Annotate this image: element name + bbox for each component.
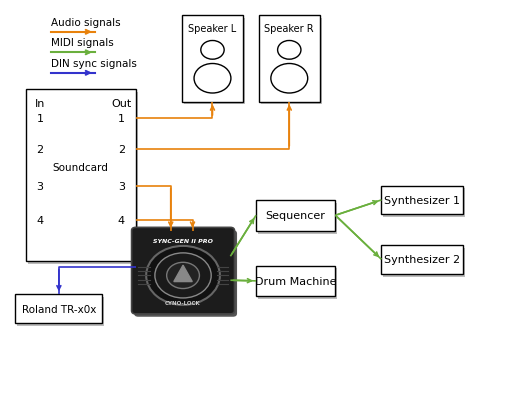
Bar [258, 203, 337, 234]
Bar [28, 93, 138, 265]
Bar [383, 189, 465, 218]
Text: 4: 4 [36, 216, 44, 226]
Circle shape [167, 263, 200, 289]
Text: Speaker R: Speaker R [265, 24, 314, 34]
Text: Drum Machine: Drum Machine [255, 276, 336, 286]
Bar [17, 297, 104, 326]
Text: Synthesizer 1: Synthesizer 1 [385, 196, 460, 205]
Text: MIDI signals: MIDI signals [51, 38, 114, 48]
Circle shape [155, 253, 211, 298]
Bar [184, 19, 245, 105]
Bar [381, 186, 463, 215]
Text: CYNO-LOCK: CYNO-LOCK [165, 300, 201, 305]
Text: 2: 2 [36, 144, 44, 154]
Text: Sequencer: Sequencer [266, 211, 326, 221]
Polygon shape [174, 265, 193, 282]
Text: Speaker L: Speaker L [188, 24, 237, 34]
Bar [26, 90, 136, 262]
Text: DIN sync signals: DIN sync signals [51, 58, 137, 68]
Text: 4: 4 [118, 216, 125, 226]
Text: 2: 2 [118, 144, 125, 154]
Circle shape [278, 41, 301, 60]
Text: 3: 3 [36, 181, 44, 191]
Circle shape [146, 246, 220, 305]
Bar [256, 200, 335, 231]
Bar [182, 16, 243, 102]
Text: SYNC-GEN II PRO: SYNC-GEN II PRO [153, 238, 213, 243]
Text: Roland TR-x0x: Roland TR-x0x [22, 304, 96, 314]
Text: 1: 1 [36, 114, 44, 124]
Text: In: In [35, 99, 45, 109]
FancyBboxPatch shape [132, 228, 234, 314]
Text: 3: 3 [118, 181, 125, 191]
Circle shape [271, 64, 308, 94]
Bar [256, 266, 335, 297]
Bar [15, 294, 102, 323]
Bar [383, 248, 465, 277]
Bar [259, 16, 320, 102]
FancyBboxPatch shape [134, 231, 237, 317]
Text: 1: 1 [118, 114, 125, 124]
Bar [381, 245, 463, 274]
Text: Audio signals: Audio signals [51, 18, 121, 27]
Bar [261, 19, 322, 105]
Text: Synthesizer 2: Synthesizer 2 [385, 255, 460, 265]
Bar [258, 269, 337, 299]
Circle shape [201, 41, 224, 60]
Text: Out: Out [111, 99, 132, 109]
Text: Soundcard: Soundcard [53, 163, 109, 173]
Circle shape [194, 64, 231, 94]
